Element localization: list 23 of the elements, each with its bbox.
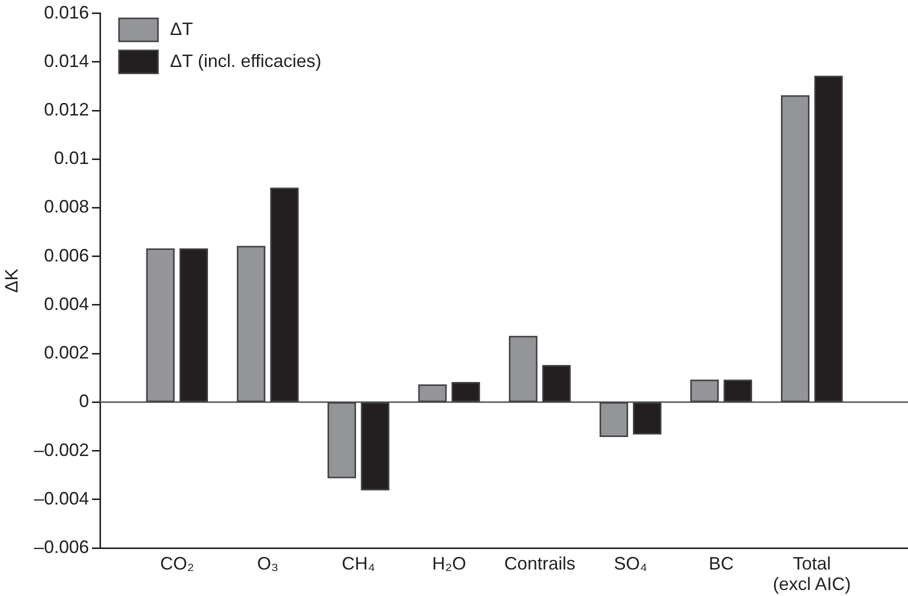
y-tick-label: –0.002 [34, 440, 89, 460]
y-tick-label: –0.006 [34, 536, 89, 557]
x-tick-label: SO₄ [614, 553, 648, 574]
x-tick-label: BC [708, 553, 734, 574]
y-tick-label: 0.008 [44, 196, 89, 217]
y-tick-label: 0.002 [44, 342, 89, 363]
x-tick-label: CH₄ [342, 553, 376, 574]
legend-label: ΔT (incl. efficacies) [170, 50, 322, 71]
legend-label: ΔT [170, 18, 194, 39]
x-tick-label: CO₂ [160, 553, 194, 574]
y-tick-label: –0.004 [34, 488, 89, 508]
x-tick-label: Total (excl AIC) [772, 553, 851, 594]
y-tick-label: 0.004 [44, 294, 89, 314]
y-tick-label: 0.014 [44, 50, 89, 71]
y-tick-label: 0.016 [44, 2, 89, 22]
y-tick-label: 0.01 [54, 148, 89, 168]
x-tick-label: O₃ [257, 553, 278, 574]
y-tick-label: 0 [78, 391, 89, 412]
y-tick-label: 0.012 [44, 100, 89, 120]
x-tick-label: H₂O [432, 553, 466, 574]
x-tick-label: Contrails [504, 553, 576, 574]
y-tick-label: 0.006 [44, 245, 89, 266]
y-axis-title: ΔK [1, 268, 22, 293]
